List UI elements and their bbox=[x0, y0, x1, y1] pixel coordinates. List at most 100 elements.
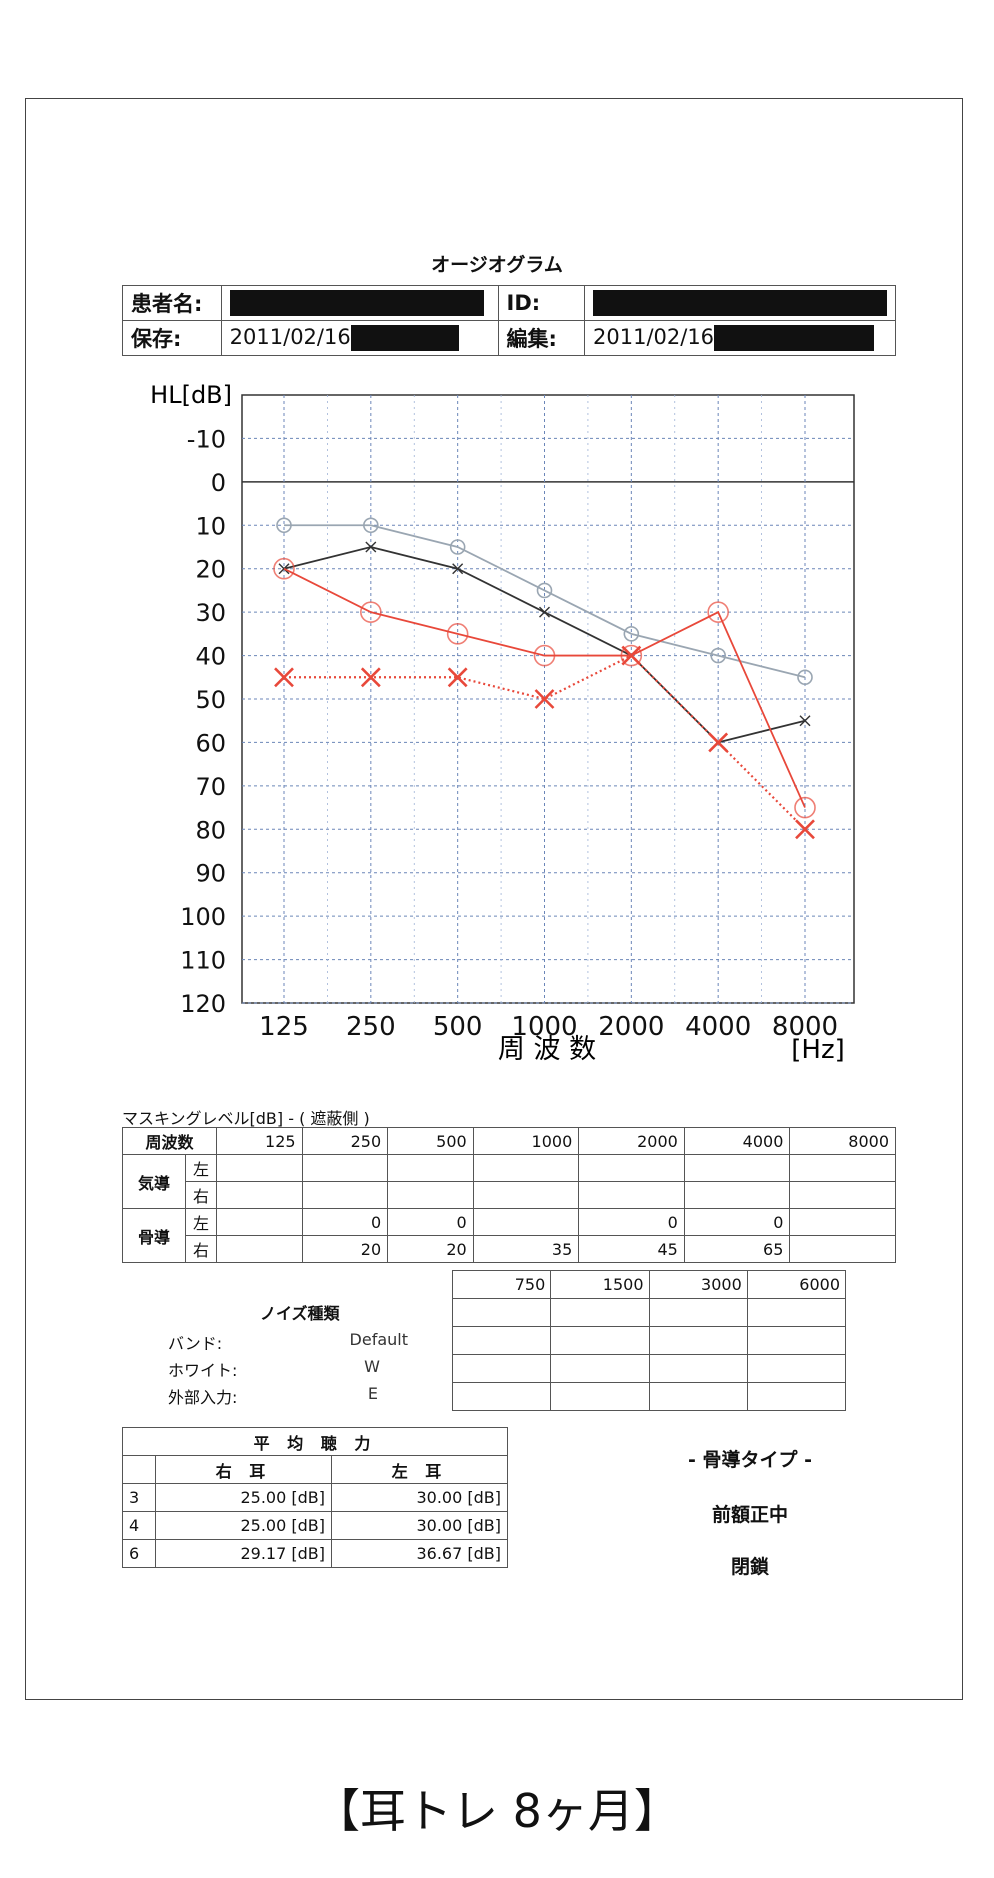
data-point bbox=[449, 539, 466, 555]
avg-row-n: 4 bbox=[122, 1511, 156, 1540]
y-tick-label: 80 bbox=[195, 816, 226, 844]
air-right-cell bbox=[472, 1181, 580, 1209]
bone-conduction-label: 骨導 bbox=[122, 1208, 186, 1263]
bone-type-title: - 骨導タイプ - bbox=[687, 1449, 812, 1471]
extra-cell bbox=[550, 1354, 650, 1383]
y-tick-label: 20 bbox=[195, 556, 226, 584]
edited-date: 2011/02/16 bbox=[593, 325, 715, 349]
y-tick-label: -10 bbox=[187, 425, 226, 453]
average-hearing-table: 平 均 聴 力 右 耳 左 耳 3 25.00 [dB] 30.00 [dB] … bbox=[122, 1427, 508, 1568]
avg-left-number: 30.00 bbox=[416, 1488, 463, 1507]
masking-freq: 500 bbox=[387, 1127, 474, 1155]
extra-cell bbox=[451, 1298, 552, 1327]
avg-right-number: 29.17 bbox=[240, 1544, 287, 1563]
marker-stroke bbox=[795, 819, 815, 840]
data-point bbox=[276, 517, 292, 534]
avg-unit: [dB] bbox=[291, 1516, 325, 1535]
extra-cell bbox=[746, 1326, 847, 1355]
marker-stroke bbox=[799, 715, 811, 727]
air-right-cell bbox=[578, 1181, 685, 1209]
noise-white-value: W bbox=[364, 1357, 380, 1376]
x-tick-label: 1000 bbox=[511, 1012, 577, 1042]
marker-stroke bbox=[539, 606, 550, 618]
redacted-block bbox=[350, 325, 459, 351]
x-tick-label: 250 bbox=[346, 1012, 396, 1042]
noise-white-row: ホワイト: W bbox=[168, 1357, 408, 1381]
x-tick-labels: 125 250 500 1000 2000 4000 8000 bbox=[259, 1012, 838, 1042]
right-ear-header: 右 耳 bbox=[155, 1455, 332, 1484]
bone-left-cell bbox=[789, 1208, 896, 1236]
marker-stroke bbox=[534, 689, 555, 709]
data-point bbox=[365, 541, 377, 553]
edited-label: 編集: bbox=[497, 320, 586, 356]
avg-unit: [dB] bbox=[467, 1544, 501, 1563]
data-point bbox=[534, 689, 555, 709]
x-tick-label: 500 bbox=[433, 1012, 483, 1042]
bone-left-cell: 0 bbox=[387, 1208, 474, 1236]
extra-cell bbox=[550, 1382, 650, 1411]
data-point bbox=[708, 732, 729, 753]
right-label: 右 bbox=[185, 1235, 217, 1263]
data-point bbox=[799, 715, 811, 727]
noise-external-label: 外部入力: bbox=[168, 1388, 238, 1407]
caption: 【耳トレ 8ヶ月】 bbox=[314, 1784, 680, 1838]
page-title: オージオグラム bbox=[431, 254, 563, 276]
air-conduction-label: 気導 bbox=[122, 1154, 186, 1209]
avg-unit: [dB] bbox=[291, 1544, 325, 1563]
y-tick-label: 0 bbox=[211, 469, 226, 497]
noise-band-label: バンド: bbox=[168, 1334, 223, 1353]
air-left-cell bbox=[683, 1154, 791, 1182]
redacted-block bbox=[229, 290, 484, 316]
extra-freq: 1500 bbox=[550, 1270, 650, 1299]
saved-value: 2011/02/16 bbox=[220, 320, 499, 356]
extra-cell bbox=[746, 1298, 847, 1327]
bone-right-cell: 35 bbox=[472, 1235, 580, 1263]
x-axis-unit: [Hz] bbox=[791, 1035, 845, 1065]
noise-external-value: E bbox=[367, 1384, 378, 1403]
noise-band-row: バンド: Default bbox=[168, 1330, 408, 1354]
redacted-block bbox=[593, 290, 887, 316]
air-left-cell bbox=[472, 1154, 580, 1182]
marker-stroke bbox=[274, 667, 294, 688]
x-tick-label: 125 bbox=[259, 1012, 309, 1042]
y-tick-label: 120 bbox=[180, 990, 226, 1018]
saved-date: 2011/02/16 bbox=[229, 325, 351, 349]
avg-left-value: 30.00 [dB] bbox=[331, 1511, 508, 1540]
avg-row-n: 3 bbox=[122, 1483, 156, 1512]
patient-info-table: 患者名: ID: 保存: 2011/02/16 編集: 2011/02/16 bbox=[122, 285, 896, 356]
bone-left-cell bbox=[472, 1208, 580, 1236]
masking-freq: 250 bbox=[301, 1127, 389, 1155]
extra-cell bbox=[550, 1298, 650, 1327]
bone-type-state: 閉鎖 bbox=[730, 1556, 769, 1578]
bone-left-cell: 0 bbox=[683, 1208, 791, 1236]
y-tick-labels: -10 0 10 20 30 40 50 60 70 80 90 100 110 120 bbox=[180, 425, 226, 1018]
extra-cell bbox=[648, 1354, 748, 1383]
avg-row-n: 6 bbox=[122, 1539, 156, 1568]
data-point bbox=[620, 644, 643, 667]
audiogram-sheet bbox=[25, 98, 963, 1700]
y-axis-label: HL[dB] bbox=[150, 381, 232, 409]
data-point bbox=[794, 796, 816, 819]
extra-cell bbox=[451, 1326, 552, 1355]
noise-band-value: Default bbox=[349, 1330, 408, 1349]
avg-right-value: 25.00 [dB] bbox=[155, 1483, 332, 1512]
data-point bbox=[447, 667, 468, 688]
extra-cell bbox=[648, 1382, 748, 1411]
chart-grid bbox=[241, 394, 855, 1004]
series-line bbox=[284, 524, 806, 679]
avg-left-number: 36.67 bbox=[416, 1544, 463, 1563]
masking-freq: 2000 bbox=[578, 1127, 685, 1155]
masking-freq: 8000 bbox=[789, 1127, 896, 1155]
x-tick-label: 2000 bbox=[598, 1012, 664, 1042]
avg-left-number: 30.00 bbox=[416, 1516, 463, 1535]
avg-unit: [dB] bbox=[467, 1516, 501, 1535]
data-point bbox=[533, 644, 556, 667]
data-point bbox=[623, 626, 640, 642]
data-point bbox=[274, 667, 294, 688]
extra-freq: 750 bbox=[451, 1270, 552, 1299]
avg-unit: [dB] bbox=[467, 1488, 501, 1507]
y-tick-label: 90 bbox=[195, 860, 226, 888]
bone-right-cell: 20 bbox=[387, 1235, 474, 1263]
marker-stroke bbox=[708, 732, 729, 753]
masking-freq: 1000 bbox=[472, 1127, 580, 1155]
